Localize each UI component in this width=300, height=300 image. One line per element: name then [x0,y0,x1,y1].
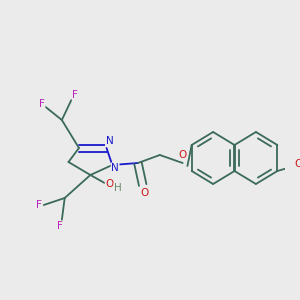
Text: O: O [294,159,300,169]
Text: N: N [106,136,113,146]
Text: H: H [114,183,122,193]
Text: O: O [140,188,149,198]
Text: F: F [72,90,78,100]
Text: F: F [36,200,42,210]
Text: F: F [57,221,63,231]
Text: O: O [178,150,187,160]
Text: O: O [105,179,113,189]
Text: N: N [111,163,119,173]
Text: F: F [39,99,45,109]
